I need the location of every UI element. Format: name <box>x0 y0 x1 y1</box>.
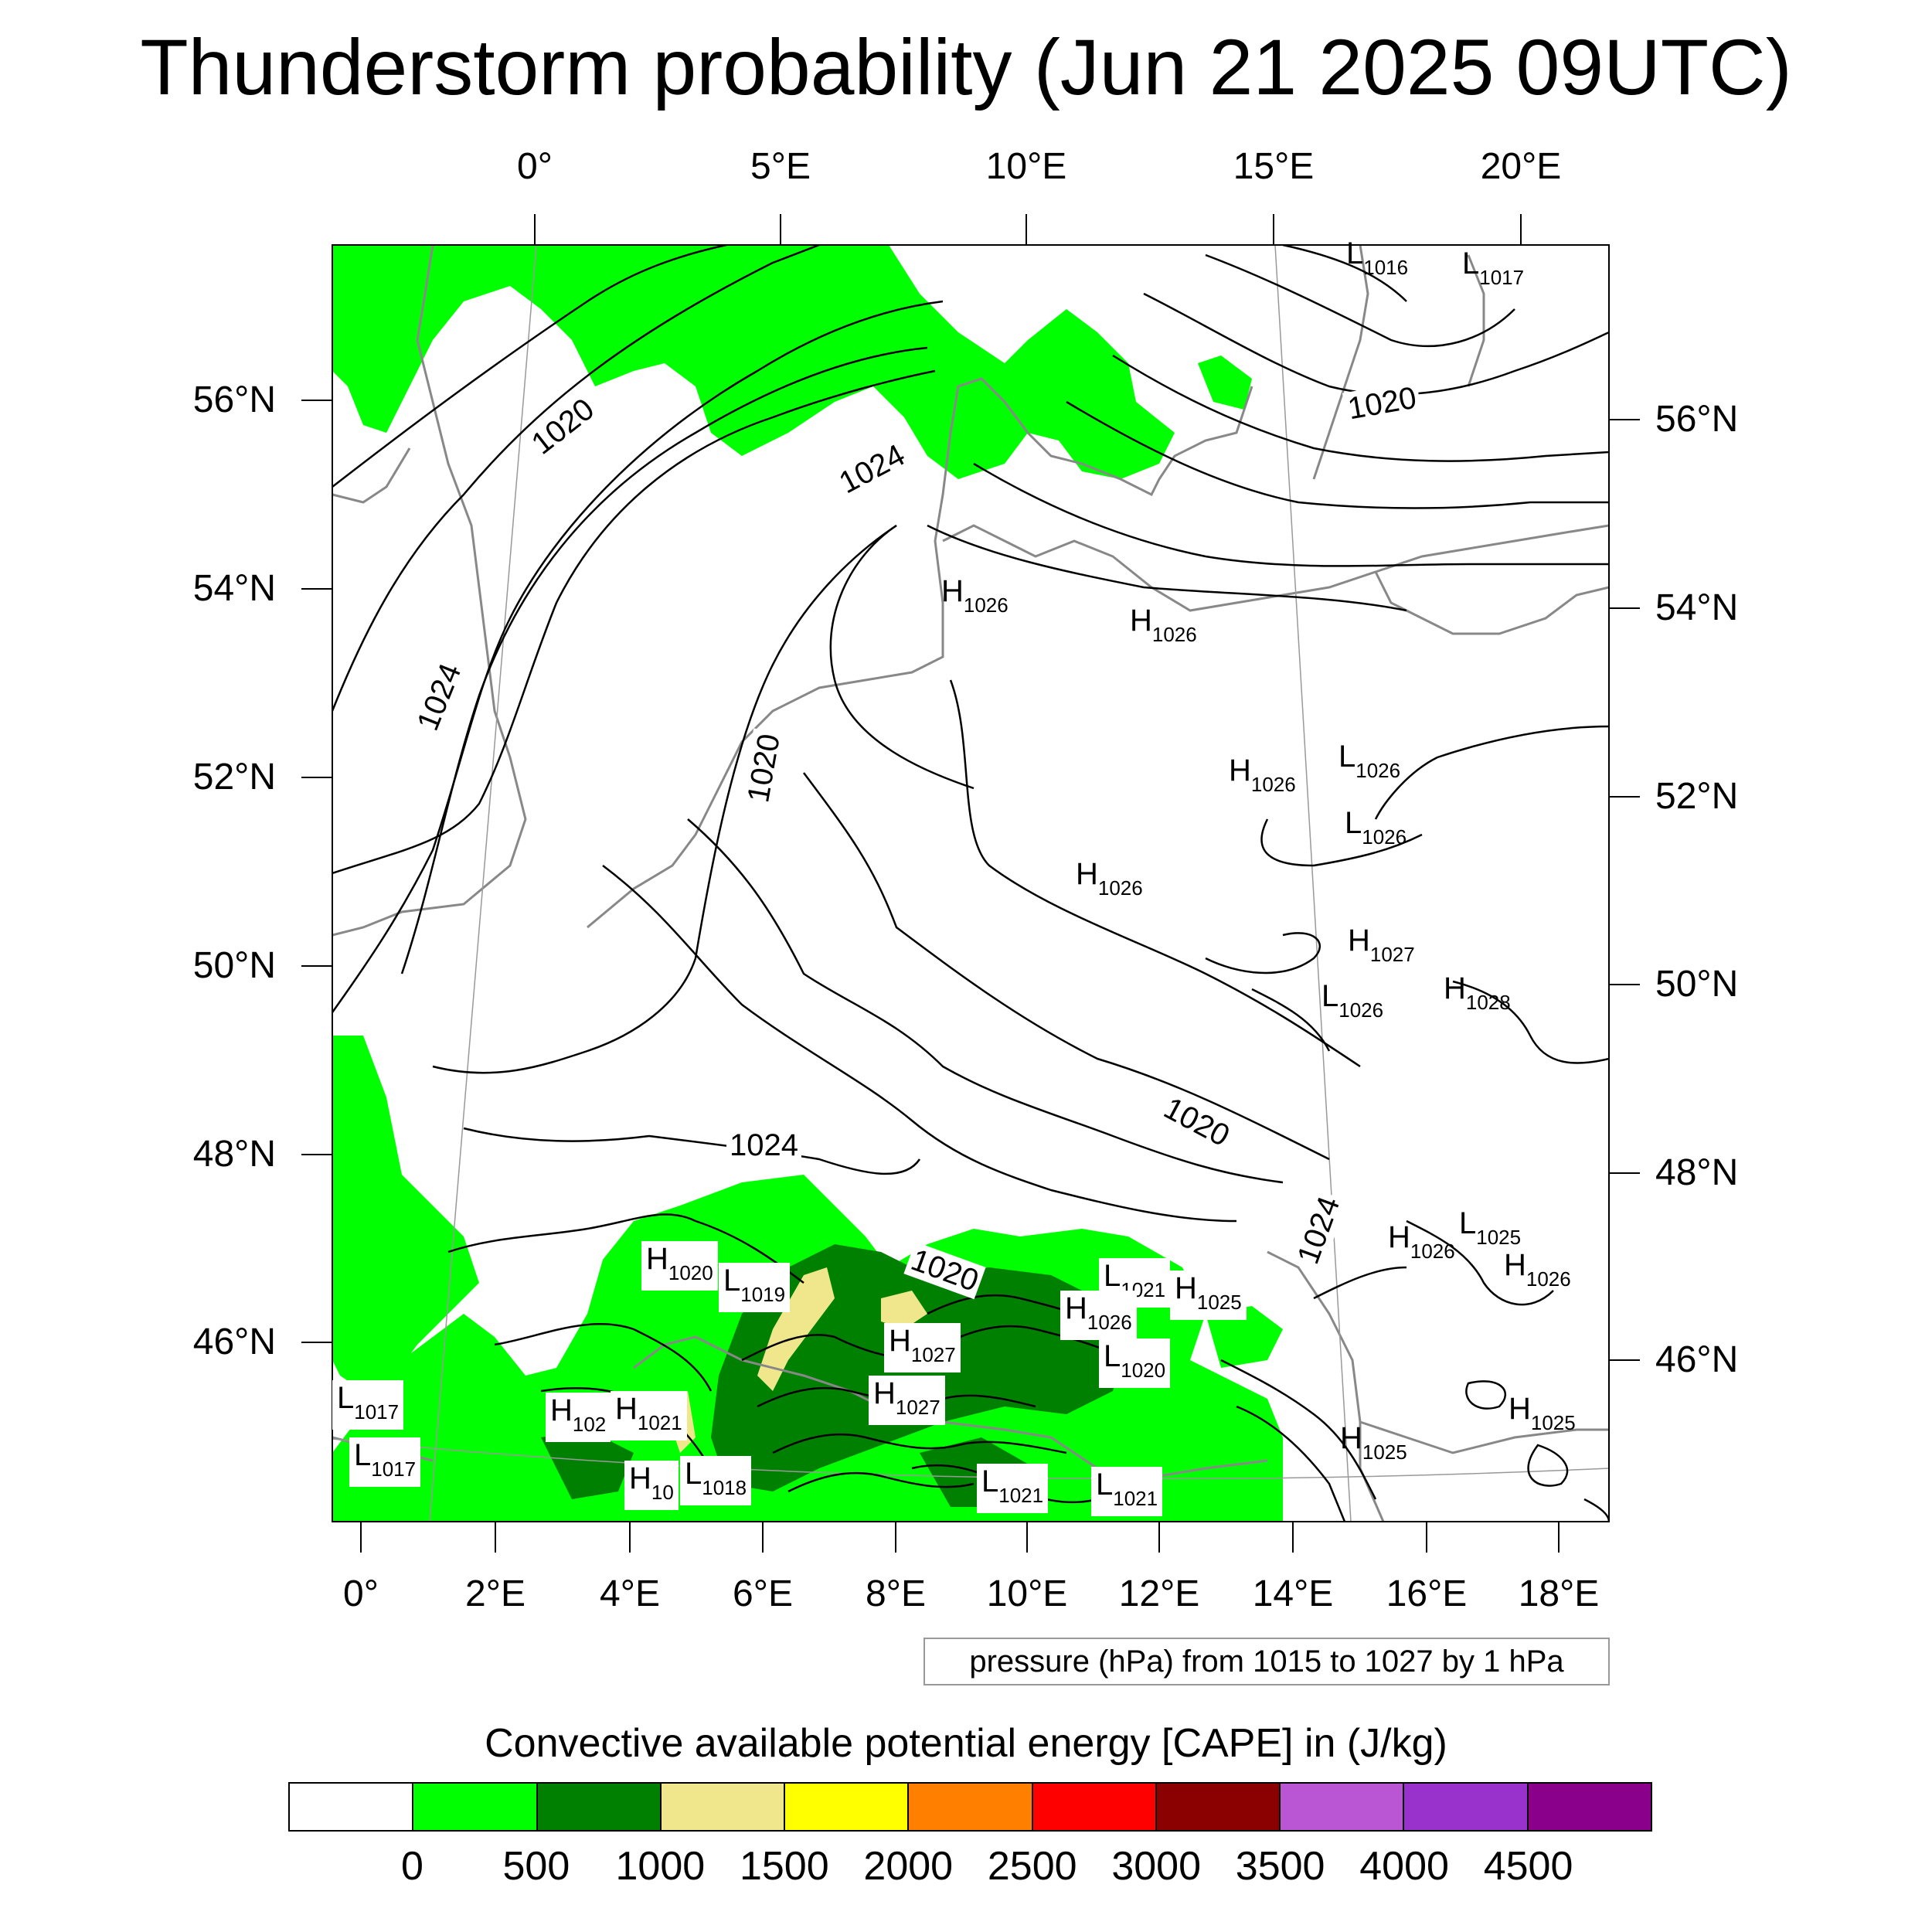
pressure-center-label: L1016 <box>1346 236 1409 279</box>
pressure-center-label: H1026 <box>1504 1248 1571 1291</box>
pressure-legend-note: pressure (hPa) from 1015 to 1027 by 1 hP… <box>923 1638 1610 1685</box>
left-axis-label: 56°N <box>192 379 276 420</box>
pressure-center-label: H10 <box>624 1461 679 1510</box>
pressure-center-label: H1021 <box>611 1391 687 1440</box>
cape-colorbar <box>288 1782 1652 1832</box>
pressure-center-label: H1026 <box>941 574 1009 617</box>
colorbar-swatch <box>1404 1784 1529 1830</box>
pressure-center-label: L1019 <box>719 1263 791 1312</box>
colorbar-swatch <box>661 1784 786 1830</box>
colorbar-tick-label: 500 <box>502 1844 570 1889</box>
tick-marks <box>301 214 1640 1553</box>
pressure-center-label: L1026 <box>1321 979 1384 1022</box>
colorbar-swatch <box>1281 1784 1405 1830</box>
colorbar-swatch <box>1156 1784 1281 1830</box>
top-axis-label: 20°E <box>1480 146 1562 187</box>
left-axis-label: 50°N <box>192 945 276 986</box>
top-axis-label: 5°E <box>750 146 811 187</box>
pressure-center-label: H1027 <box>869 1376 945 1425</box>
pressure-center-label: H1020 <box>641 1241 718 1291</box>
cape-area-east-alps <box>1206 1306 1283 1368</box>
colorbar-tick-label: 2000 <box>863 1844 954 1889</box>
bottom-axis-label: 18°E <box>1518 1573 1600 1614</box>
pressure-center-label: L1025 <box>1459 1206 1522 1249</box>
cape-area-west <box>332 1036 479 1391</box>
pressure-center-label: H1027 <box>1348 923 1415 966</box>
pressure-center-label: L1017 <box>332 1380 404 1430</box>
bottom-axis-label: 0° <box>343 1573 379 1614</box>
bottom-axis-label: 8°E <box>866 1573 926 1614</box>
pressure-center-label: H1025 <box>1509 1392 1576 1434</box>
right-axis-label: 52°N <box>1655 776 1739 817</box>
pressure-center-label: L1026 <box>1338 740 1401 782</box>
map-title: Thunderstorm probability (Jun 21 2025 09… <box>140 23 1792 111</box>
pressure-center-label: H1027 <box>884 1323 961 1372</box>
bottom-axis-label: 14°E <box>1252 1573 1334 1614</box>
pressure-center-label: H1028 <box>1444 971 1511 1014</box>
cape-area-north <box>332 245 1175 479</box>
pressure-center-label: L1026 <box>1345 806 1407 849</box>
right-axis-label: 46°N <box>1655 1339 1739 1380</box>
colorbar-tick-label: 3000 <box>1111 1844 1202 1889</box>
pressure-center-label: L1017 <box>1462 247 1525 289</box>
right-axis-label: 48°N <box>1655 1152 1739 1193</box>
left-axis-label: 54°N <box>192 568 276 609</box>
bottom-axis-label: 12°E <box>1118 1573 1200 1614</box>
colorbar-tick-label: 1500 <box>739 1844 829 1889</box>
colorbar-swatch <box>1032 1784 1157 1830</box>
colorbar-tick-label: 3500 <box>1235 1844 1325 1889</box>
pressure-center-label: H102 <box>546 1393 611 1442</box>
pressure-center-label: L1017 <box>349 1437 421 1487</box>
colorbar-tick-label: 2500 <box>987 1844 1077 1889</box>
cape-moderate-south <box>541 1430 634 1499</box>
isobars <box>332 245 1609 1522</box>
pressure-center-label: H1026 <box>1229 753 1296 796</box>
top-axis-label: 15°E <box>1233 146 1315 187</box>
right-axis-label: 54°N <box>1655 587 1739 628</box>
colorbar-swatch <box>290 1784 414 1830</box>
pressure-center-label: H1025 <box>1170 1270 1247 1320</box>
colorbar-swatch <box>1528 1784 1651 1830</box>
left-axis-label: 46°N <box>192 1321 276 1362</box>
right-axis-label: 50°N <box>1655 964 1739 1005</box>
bottom-axis-label: 4°E <box>600 1573 660 1614</box>
bottom-axis-label: 16°E <box>1386 1573 1468 1614</box>
bottom-axis-label: 10°E <box>986 1573 1068 1614</box>
isobar-label: 1024 <box>726 1128 801 1162</box>
pressure-center-label: L1018 <box>680 1456 752 1505</box>
colorbar-title: Convective available potential energy [C… <box>485 1721 1447 1766</box>
colorbar-tick-label: 1000 <box>615 1844 706 1889</box>
cape-high-b <box>881 1291 927 1329</box>
cape-high <box>757 1267 835 1391</box>
pressure-center-label: L1020 <box>1099 1338 1171 1388</box>
pressure-center-label: H1025 <box>1340 1421 1407 1464</box>
colorbar-tick-label: 0 <box>400 1844 423 1889</box>
colorbar-swatch <box>413 1784 538 1830</box>
left-axis-label: 52°N <box>192 757 276 798</box>
pressure-center-label: L1021 <box>1091 1467 1163 1516</box>
colorbar-tick-label: 4000 <box>1359 1844 1449 1889</box>
pressure-center-label: H1026 <box>1130 604 1197 646</box>
cape-area-coast <box>1198 355 1252 410</box>
pressure-center-label: H1026 <box>1388 1220 1455 1263</box>
colorbar-tick-label: 4500 <box>1483 1844 1573 1889</box>
pressure-center-label: H1026 <box>1060 1291 1137 1340</box>
colorbar-swatch <box>537 1784 662 1830</box>
top-axis-label: 0° <box>517 146 553 187</box>
graticule <box>332 245 1609 1522</box>
bottom-axis-label: 6°E <box>733 1573 793 1614</box>
pressure-center-label: L1021 <box>977 1464 1049 1513</box>
pressure-center-label: H1026 <box>1076 857 1143 900</box>
right-axis-label: 56°N <box>1655 399 1739 440</box>
left-axis-label: 48°N <box>192 1134 276 1175</box>
colorbar-swatch <box>909 1784 1033 1830</box>
colorbar-swatch <box>785 1784 910 1830</box>
bottom-axis-label: 2°E <box>465 1573 526 1614</box>
top-axis-label: 10°E <box>985 146 1067 187</box>
